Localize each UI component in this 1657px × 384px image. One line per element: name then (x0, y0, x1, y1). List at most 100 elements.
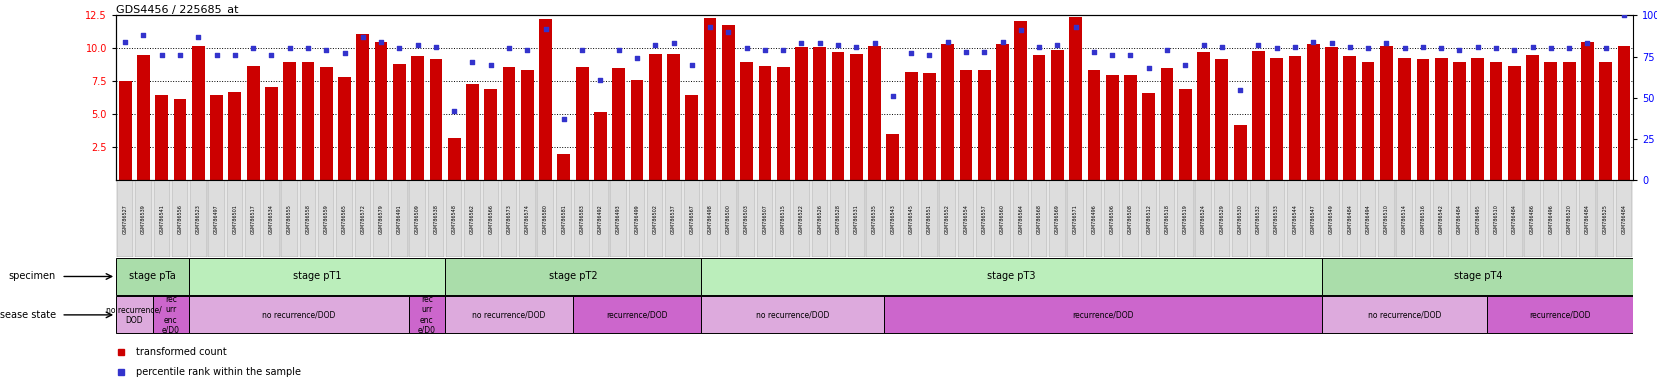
Bar (868, 46, 880, 180)
Text: GSM786527: GSM786527 (123, 204, 128, 234)
Bar (429, 59, 442, 180)
Text: GSM786554: GSM786554 (963, 204, 968, 234)
FancyBboxPatch shape (136, 180, 151, 257)
Point (459, 58, 486, 65)
Point (222, 52, 249, 58)
FancyBboxPatch shape (1505, 180, 1521, 257)
Bar (886, 134, 898, 180)
FancyBboxPatch shape (848, 180, 863, 257)
FancyBboxPatch shape (592, 180, 608, 257)
FancyBboxPatch shape (883, 296, 1322, 333)
Point (1536, 45, 1563, 51)
Text: recurrence/DOD: recurrence/DOD (1528, 310, 1589, 319)
FancyBboxPatch shape (1012, 180, 1029, 257)
FancyBboxPatch shape (921, 180, 938, 257)
FancyBboxPatch shape (1085, 180, 1102, 257)
Text: GSM786501: GSM786501 (232, 204, 237, 234)
Text: transformed count: transformed count (136, 346, 227, 357)
FancyBboxPatch shape (500, 180, 517, 257)
Bar (1051, 50, 1064, 180)
FancyBboxPatch shape (1286, 180, 1302, 257)
Point (1336, 44, 1362, 50)
Point (1153, 47, 1180, 53)
Bar (1415, 59, 1428, 180)
Text: GSM786543: GSM786543 (890, 204, 895, 234)
Bar (1142, 93, 1155, 180)
FancyBboxPatch shape (1122, 180, 1138, 257)
Point (1390, 45, 1417, 51)
Text: stage pT2: stage pT2 (548, 271, 597, 281)
FancyBboxPatch shape (701, 258, 1322, 295)
Bar (210, 94, 222, 180)
FancyBboxPatch shape (336, 180, 353, 257)
FancyBboxPatch shape (792, 180, 809, 257)
Text: GSM786583: GSM786583 (580, 204, 585, 234)
Point (769, 47, 795, 53)
Text: GSM786523: GSM786523 (196, 204, 200, 234)
FancyBboxPatch shape (628, 180, 645, 257)
Text: GSM786572: GSM786572 (360, 204, 365, 234)
Bar (447, 138, 461, 180)
FancyBboxPatch shape (1140, 180, 1157, 257)
Bar (174, 99, 186, 180)
Bar (996, 45, 1009, 180)
Bar (484, 89, 497, 180)
Bar (283, 61, 297, 180)
Bar (1342, 56, 1355, 180)
Text: GSM786556: GSM786556 (177, 204, 182, 234)
FancyBboxPatch shape (1597, 180, 1612, 257)
FancyBboxPatch shape (391, 180, 408, 257)
Point (1190, 42, 1216, 48)
Point (404, 42, 431, 48)
FancyBboxPatch shape (610, 180, 626, 257)
Bar (630, 80, 643, 180)
Bar (777, 67, 789, 180)
Point (880, 93, 906, 99)
FancyBboxPatch shape (1450, 180, 1466, 257)
Text: GSM786528: GSM786528 (835, 204, 840, 234)
Point (732, 45, 759, 51)
Bar (757, 66, 771, 180)
Point (258, 52, 285, 58)
FancyBboxPatch shape (519, 180, 535, 257)
Bar (666, 54, 679, 180)
FancyBboxPatch shape (152, 296, 189, 333)
FancyBboxPatch shape (1322, 296, 1486, 333)
Bar (1123, 75, 1137, 180)
FancyBboxPatch shape (116, 258, 189, 295)
Text: no recurrence/
DOD: no recurrence/ DOD (106, 305, 162, 324)
FancyBboxPatch shape (885, 180, 900, 257)
Point (1372, 40, 1399, 46)
Text: GSM786562: GSM786562 (469, 204, 474, 234)
Point (167, 52, 194, 58)
Bar (156, 94, 167, 180)
Point (350, 34, 376, 40)
FancyBboxPatch shape (976, 180, 993, 257)
Point (1226, 87, 1253, 93)
FancyBboxPatch shape (701, 180, 717, 257)
FancyBboxPatch shape (810, 180, 827, 257)
Point (805, 40, 832, 46)
Bar (739, 61, 752, 180)
Text: GSM786519: GSM786519 (1181, 204, 1186, 234)
Bar (850, 54, 862, 180)
Point (989, 39, 1016, 45)
FancyBboxPatch shape (1322, 180, 1339, 257)
Text: stage pT3: stage pT3 (988, 271, 1036, 281)
FancyBboxPatch shape (409, 180, 426, 257)
Bar (1599, 61, 1611, 180)
Point (1427, 45, 1453, 51)
FancyBboxPatch shape (318, 180, 335, 257)
Bar (814, 47, 825, 180)
Text: stage pT1: stage pT1 (293, 271, 341, 281)
Point (787, 40, 814, 46)
FancyBboxPatch shape (1341, 180, 1357, 257)
Bar (1087, 70, 1100, 180)
FancyBboxPatch shape (1213, 180, 1229, 257)
Point (1026, 44, 1052, 50)
Point (1609, 12, 1635, 18)
Text: GSM786512: GSM786512 (1145, 204, 1150, 234)
Text: GSM786537: GSM786537 (671, 204, 676, 234)
Text: GSM786567: GSM786567 (689, 204, 694, 234)
Point (714, 29, 741, 35)
